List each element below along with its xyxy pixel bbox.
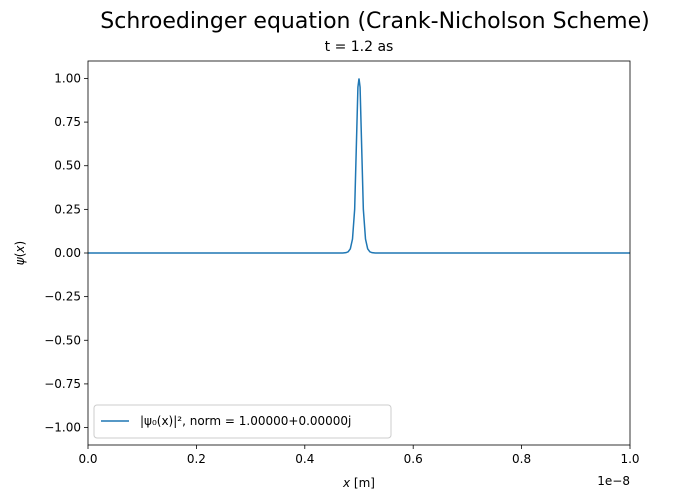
y-tick-label: 0.00 <box>54 246 81 260</box>
x-tick-label: 1.0 <box>620 452 639 466</box>
chart-suptitle: Schroedinger equation (Crank-Nicholson S… <box>100 9 649 34</box>
axis-ticks: 0.0 0.2 0.4 0.6 0.8 1.0 −1.00 −0.75 −0.50 −0.25 0.… <box>44 71 639 466</box>
y-tick-label: 1.00 <box>54 71 81 85</box>
y-tick-label: 0.50 <box>54 159 81 173</box>
x-axis-label: x [m] <box>342 476 375 490</box>
y-tick-label: −0.25 <box>44 290 81 304</box>
x-tick-label: 0.0 <box>78 452 97 466</box>
x-tick-label: 0.4 <box>295 452 314 466</box>
y-tick-label: −0.50 <box>44 333 81 347</box>
y-tick-label: −1.00 <box>44 421 81 435</box>
y-tick-label: 0.25 <box>54 202 81 216</box>
chart-title: t = 1.2 as <box>325 39 394 55</box>
legend-label: |ψ₀(x)|², norm = 1.00000+0.00000j <box>140 414 351 428</box>
y-tick-label: −0.75 <box>44 377 81 391</box>
plot-frame <box>87 60 631 446</box>
x-tick-label: 0.2 <box>187 452 206 466</box>
x-tick-label: 0.6 <box>404 452 423 466</box>
y-tick-label: 0.75 <box>54 115 81 129</box>
x-tick-label: 0.8 <box>512 452 531 466</box>
y-axis-label: ψ(x) <box>13 241 27 265</box>
x-offset-label: 1e−8 <box>597 474 630 488</box>
legend-box <box>93 404 392 439</box>
legend: |ψ₀(x)|², norm = 1.00000+0.00000j <box>93 404 392 439</box>
series-line <box>88 78 630 254</box>
